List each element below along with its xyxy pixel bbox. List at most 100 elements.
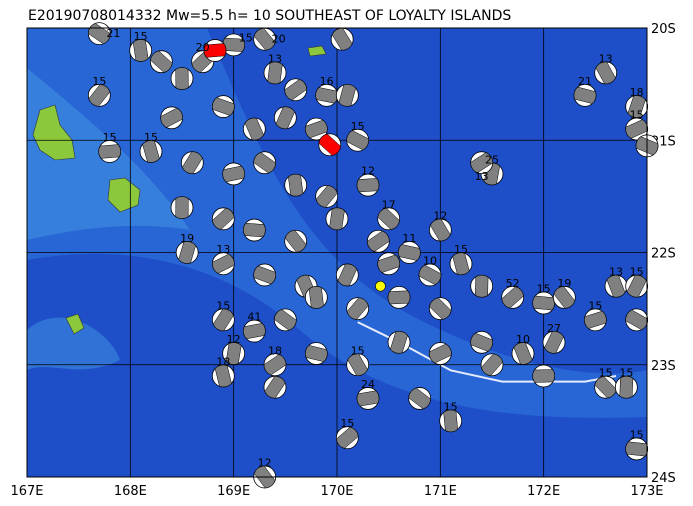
depth-label: 20	[272, 33, 286, 46]
focal-mechanism	[242, 319, 266, 343]
focal-mechanism	[366, 229, 390, 253]
mechanism-compression	[214, 364, 232, 388]
focal-mechanism	[211, 95, 235, 118]
focal-mechanism	[304, 117, 328, 141]
mechanism-compression	[627, 95, 646, 118]
depth-label: 10	[423, 254, 437, 267]
depth-label: 21	[106, 27, 120, 40]
focal-mechanism	[542, 330, 566, 354]
mechanism-compression	[243, 222, 266, 238]
focal-mechanism	[439, 409, 463, 433]
mechanism-compression	[182, 151, 203, 174]
mechanism-compression	[337, 263, 358, 287]
focal-mechanism	[211, 308, 235, 332]
depth-label: 18	[216, 355, 230, 368]
depth-label: 19	[557, 277, 571, 290]
depth-label: 15	[351, 120, 365, 133]
focal-mechanism	[315, 184, 339, 208]
mechanism-compression	[142, 140, 160, 163]
depth-label: 15	[599, 367, 613, 380]
depth-label: 15	[92, 75, 106, 88]
mechanism-compression	[175, 196, 189, 219]
mechanism-compression	[212, 97, 235, 116]
focal-mechanism	[242, 117, 266, 141]
focal-mechanism	[470, 330, 494, 354]
mechanism-compression	[429, 343, 452, 364]
depth-label: 15	[619, 367, 633, 380]
mechanism-compression	[160, 107, 183, 128]
mechanism-compression	[544, 331, 564, 354]
depth-label: 10	[516, 333, 530, 346]
focal-mechanism	[501, 285, 525, 309]
mechanism-compression	[430, 218, 451, 242]
mechanism-compression	[212, 207, 235, 230]
mechanism-compression	[267, 61, 283, 85]
focal-mechanism	[604, 274, 628, 298]
focal-mechanism	[180, 151, 204, 175]
main-event-marker	[375, 280, 386, 292]
lon-tick-label: 168E	[114, 484, 147, 499]
mechanism-compression	[274, 309, 297, 331]
focal-mechanism	[480, 353, 504, 377]
focal-mechanism	[253, 151, 277, 175]
depth-label: 21	[578, 75, 592, 88]
depth-label: 52	[506, 277, 520, 290]
focal-mechanism	[170, 67, 194, 90]
depth-label: 25	[485, 153, 499, 166]
focal-mechanism	[335, 83, 359, 107]
focal-mechanism	[304, 285, 328, 309]
depth-label: 15	[454, 243, 468, 256]
depth-label: 13	[268, 52, 282, 65]
mechanism-compression	[284, 79, 307, 101]
mechanism-compression	[594, 376, 617, 399]
depth-label: 13	[475, 170, 489, 183]
mechanism-compression	[606, 274, 626, 298]
depth-label: 15	[144, 131, 158, 144]
mechanism-compression	[308, 286, 324, 309]
mechanism-compression	[443, 409, 458, 433]
mechanism-compression	[338, 84, 357, 107]
lon-tick-label: 170E	[320, 484, 353, 499]
bathymetry-shelf	[27, 317, 120, 370]
depth-label: 15	[630, 428, 644, 441]
mechanism-compression	[243, 323, 266, 340]
focal-mechanism	[346, 297, 370, 321]
focal-mechanism	[625, 308, 649, 332]
lon-tick-label: 171E	[424, 484, 457, 499]
mechanism-layer	[87, 22, 659, 489]
focal-mechanism	[625, 274, 649, 298]
focal-mechanism	[614, 375, 638, 399]
bathymetry-ridge	[27, 28, 647, 418]
mechanism-compression	[501, 286, 524, 309]
focal-mechanism	[625, 117, 649, 141]
depth-label: 13	[609, 266, 623, 279]
focal-mechanism	[532, 291, 556, 315]
focal-mechanism	[346, 128, 370, 152]
mechanism-compression	[253, 265, 276, 285]
depth-label: 11	[402, 232, 416, 245]
focal-mechanism	[552, 285, 576, 309]
mechanism-compression	[573, 86, 597, 104]
mechanism-compression	[470, 152, 493, 174]
mechanism-compression	[212, 253, 235, 274]
focal-mechanism	[149, 50, 173, 74]
mechanism-compression	[367, 230, 390, 252]
focal-mechanism	[330, 27, 354, 51]
lat-tick-label: 23S	[651, 359, 676, 374]
mechanism-compression	[595, 61, 616, 85]
mechanism-compression	[178, 241, 196, 264]
mechanism-compression	[481, 353, 503, 376]
mechanism-compression	[264, 375, 286, 399]
mechanism-compression	[212, 308, 234, 332]
mechanism-compression	[418, 264, 442, 286]
mechanism-compression	[132, 39, 149, 62]
lon-tick-label: 169E	[217, 484, 250, 499]
focal-mechanism	[428, 297, 452, 321]
focal-mechanism	[356, 387, 380, 410]
depth-label: 15	[537, 283, 551, 296]
depth-label: 12	[361, 165, 375, 178]
mechanism-compression	[329, 207, 345, 231]
mechanism-compression	[222, 165, 245, 183]
mechanism-compression	[584, 310, 607, 329]
